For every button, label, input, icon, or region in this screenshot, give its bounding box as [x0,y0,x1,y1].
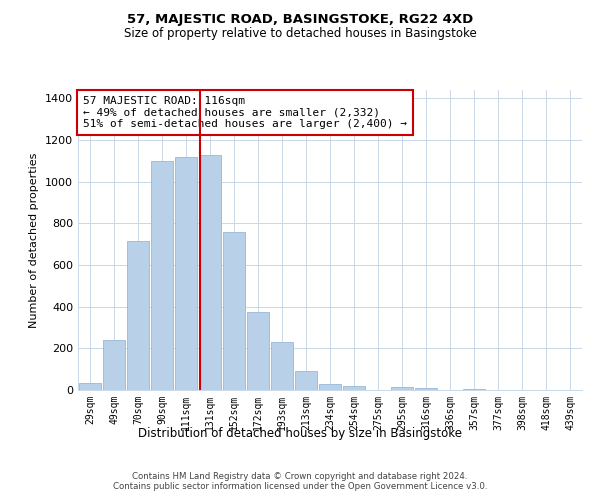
Bar [295,371,317,390]
Bar [79,382,101,390]
Bar [391,387,413,390]
Bar [223,232,245,390]
Y-axis label: Number of detached properties: Number of detached properties [29,152,40,328]
Text: Contains public sector information licensed under the Open Government Licence v3: Contains public sector information licen… [113,482,487,491]
Bar [199,154,221,390]
Bar [175,156,197,390]
Bar [127,241,149,390]
Bar [151,161,173,390]
Text: Contains HM Land Registry data © Crown copyright and database right 2024.: Contains HM Land Registry data © Crown c… [132,472,468,481]
Bar [103,340,125,390]
Text: 57 MAJESTIC ROAD: 116sqm
← 49% of detached houses are smaller (2,332)
51% of sem: 57 MAJESTIC ROAD: 116sqm ← 49% of detach… [83,96,407,129]
Bar [319,384,341,390]
Bar [415,388,437,390]
Text: Distribution of detached houses by size in Basingstoke: Distribution of detached houses by size … [138,428,462,440]
Text: Size of property relative to detached houses in Basingstoke: Size of property relative to detached ho… [124,28,476,40]
Bar [463,389,485,390]
Bar [343,386,365,390]
Text: 57, MAJESTIC ROAD, BASINGSTOKE, RG22 4XD: 57, MAJESTIC ROAD, BASINGSTOKE, RG22 4XD [127,12,473,26]
Bar [271,342,293,390]
Bar [247,312,269,390]
